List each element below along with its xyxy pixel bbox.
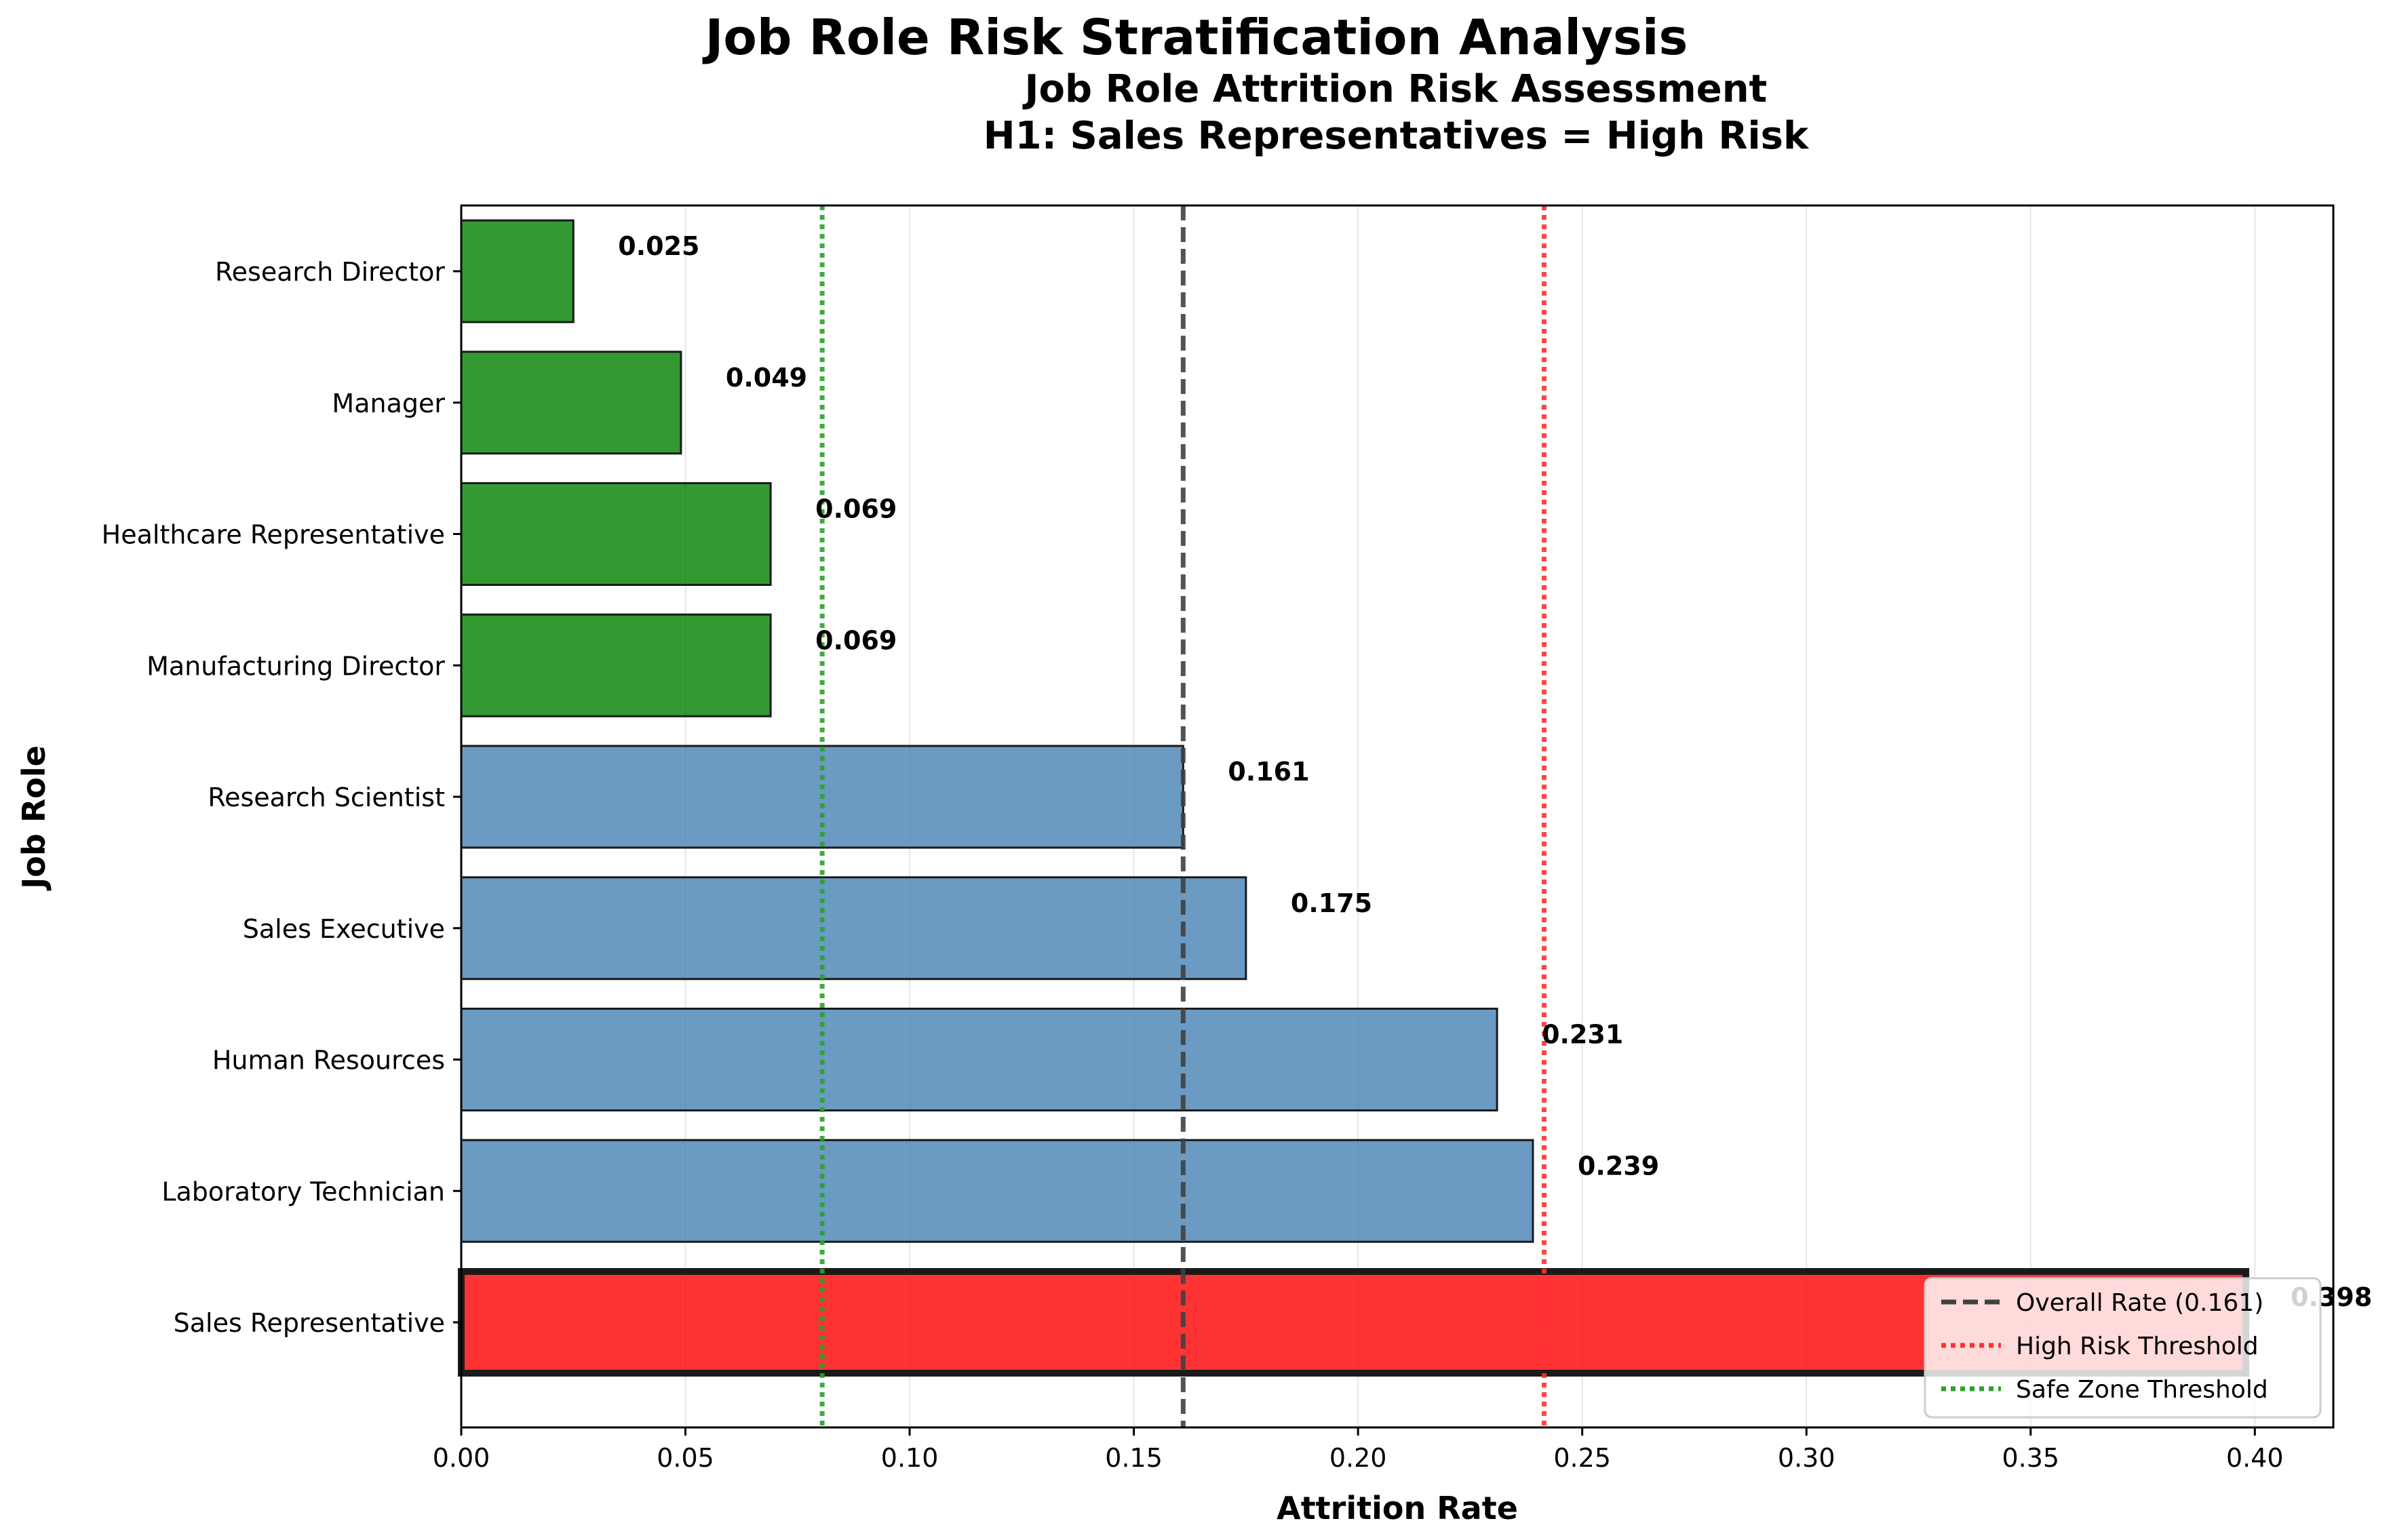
y-tick-label: Research Director bbox=[215, 257, 445, 287]
x-tick-label: 0.35 bbox=[2002, 1443, 2059, 1473]
x-tick-label: 0.00 bbox=[433, 1443, 490, 1473]
legend-frame bbox=[1924, 1277, 2322, 1419]
y-tick-label: Healthcare Representative bbox=[102, 520, 445, 550]
y-tick-label: Research Scientist bbox=[208, 783, 445, 812]
x-tick-label: 0.40 bbox=[2226, 1443, 2284, 1473]
y-tick-label: Human Resources bbox=[212, 1046, 445, 1075]
value-label: 0.025 bbox=[618, 231, 699, 261]
bar-healthcare-representative bbox=[460, 482, 772, 586]
y-tick-label: Laboratory Technician bbox=[161, 1177, 445, 1206]
value-label: 0.161 bbox=[1228, 757, 1309, 787]
bar-laboratory-technician bbox=[460, 1139, 1534, 1243]
chart-title-line-2: H1: Sales Representatives = High Risk bbox=[984, 114, 1810, 158]
chart-title-line-1: Job Role Attrition Risk Assessment bbox=[1022, 67, 1768, 111]
figure-title: Job Role Risk Stratification Analysis bbox=[702, 9, 1688, 66]
x-tick-label: 0.05 bbox=[657, 1443, 714, 1473]
x-tick-label: 0.30 bbox=[1778, 1443, 1835, 1473]
legend-label: Overall Rate (0.161) bbox=[2016, 1289, 2263, 1317]
value-label: 0.231 bbox=[1542, 1020, 1623, 1050]
reference-lines-layer bbox=[819, 205, 1547, 1427]
value-labels-layer: 0.3980.2390.2310.1750.1610.0690.0690.049… bbox=[618, 231, 2372, 1312]
y-axis-ticks: Sales Representative Laboratory Technicia… bbox=[102, 257, 461, 1338]
y-tick-label: Sales Representative bbox=[174, 1308, 445, 1338]
y-tick-label: Sales Executive bbox=[243, 914, 445, 944]
x-axis-ticks: 0.00 0.05 0.10 0.15 0.20 0.25 0.30 0.35 0.40 bbox=[433, 1427, 2284, 1473]
bar-manager bbox=[460, 351, 682, 455]
x-tick-label: 0.20 bbox=[1329, 1443, 1387, 1473]
x-axis-label: Attrition Rate bbox=[1277, 1490, 1518, 1526]
value-label: 0.049 bbox=[726, 363, 807, 393]
bar-manufacturing-director bbox=[460, 613, 772, 717]
legend-label: High Risk Threshold bbox=[2016, 1332, 2259, 1360]
legend-entries: Overall Rate (0.161) High Risk Threshold S… bbox=[1941, 1289, 2268, 1404]
x-tick-label: 0.15 bbox=[1105, 1443, 1163, 1473]
value-label: 0.069 bbox=[815, 625, 897, 655]
bar-human-resources bbox=[460, 1008, 1498, 1111]
bar-sales-executive bbox=[460, 876, 1247, 981]
y-tick-label: Manufacturing Director bbox=[147, 651, 445, 681]
y-axis-label: Job Role bbox=[16, 745, 52, 891]
value-label: 0.175 bbox=[1291, 888, 1372, 918]
x-tick-label: 0.25 bbox=[1553, 1443, 1611, 1473]
chart-legend: Overall Rate (0.161) High Risk Threshold S… bbox=[1924, 1277, 2322, 1419]
value-label: 0.239 bbox=[1578, 1151, 1659, 1181]
y-tick-label: Manager bbox=[332, 389, 445, 418]
legend-label: Safe Zone Threshold bbox=[2016, 1376, 2268, 1404]
bar-research-director bbox=[460, 219, 575, 323]
x-tick-label: 0.10 bbox=[881, 1443, 939, 1473]
plot-frame bbox=[460, 204, 2335, 1429]
value-label: 0.069 bbox=[815, 494, 897, 524]
